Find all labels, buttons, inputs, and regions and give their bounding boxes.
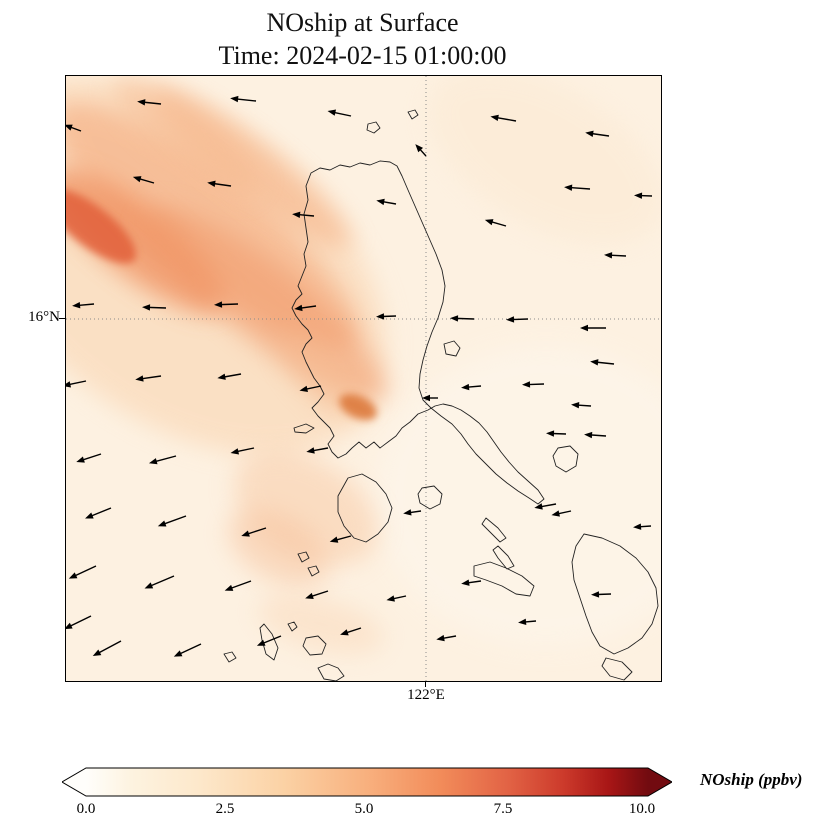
colorbar-ticks: 0.0 2.5 5.0 7.5 10.0 (62, 801, 672, 821)
colorbar-bar (62, 767, 672, 797)
colorbar-label: NOship (ppbv) (700, 770, 803, 789)
coastline-luzon (291, 160, 545, 505)
colorbar-tick-0: 0.0 (76, 801, 96, 817)
map-canvas (66, 76, 661, 681)
colorbar-tick-1: 2.5 (215, 801, 235, 817)
heatmap-plume-layer (66, 76, 661, 655)
y-axis-tick-mark (59, 318, 65, 319)
colorbar-tick-4: 10.0 (628, 801, 656, 817)
colorbar-tick-2: 5.0 (354, 801, 374, 817)
plot-title-line2: Time: 2024-02-15 01:00:00 (218, 41, 507, 71)
x-axis-tick-label: 122°E (407, 687, 445, 703)
y-axis-tick-label: 16°N (28, 309, 60, 325)
colorbar (62, 767, 672, 797)
plot-title-line1: NOship at Surface (266, 8, 459, 37)
map-panel (65, 75, 662, 682)
gridlines (66, 76, 661, 681)
coastline-layer (223, 109, 659, 681)
colorbar-tick-3: 7.5 (493, 801, 513, 817)
x-axis-tick-mark (425, 681, 426, 687)
plot-title: NOship at Surface Time: 2024-02-15 01:00… (65, 6, 660, 73)
coastline-islands (223, 109, 659, 681)
wind-quiver-layer (66, 95, 653, 657)
